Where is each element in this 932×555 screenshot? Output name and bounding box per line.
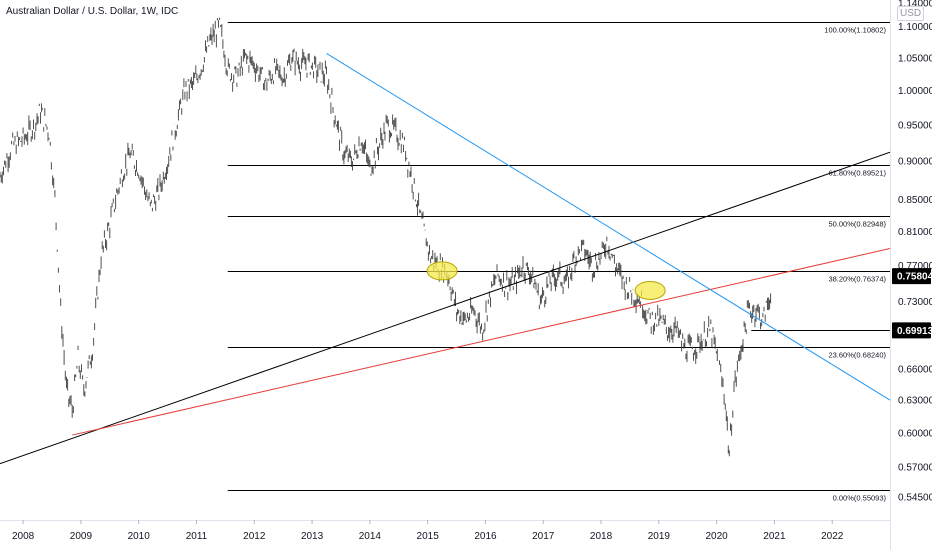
- fib-level-label: 50.00%(0.82948): [828, 220, 886, 229]
- x-tick-label: 2017: [532, 531, 555, 542]
- fib-level-label: 61.80%(0.89521): [828, 169, 886, 178]
- x-tick-label: 2016: [474, 531, 497, 542]
- x-tick-label: 2013: [301, 531, 324, 542]
- y-tick-label: 0.95000: [898, 120, 932, 131]
- y-tick-label: 0.54500: [898, 493, 932, 504]
- y-tick-label: 0.57000: [898, 463, 932, 474]
- x-tick-label: 2015: [417, 531, 440, 542]
- fib-level-label: 100.00%(1.10802): [824, 26, 886, 35]
- x-tick-label: 2020: [705, 531, 728, 542]
- fib-level-label: 23.60%(0.68240): [828, 351, 886, 360]
- x-tick-label: 2012: [243, 531, 266, 542]
- y-tick-label: 1.10000: [898, 22, 932, 33]
- black-trend-line: [0, 151, 891, 465]
- x-tick-label: 2011: [186, 531, 208, 542]
- y-tick-label: 1.05000: [898, 53, 932, 64]
- y-tick-label: 0.81000: [898, 227, 932, 238]
- price-label-text: 0.69913: [897, 326, 932, 337]
- highlight-ellipse: [634, 280, 666, 300]
- y-tick-label: 1.14000: [898, 0, 932, 9]
- currency-badge[interactable]: USD: [897, 6, 925, 21]
- x-tick-label: 2010: [128, 531, 151, 542]
- y-tick-label: 1.00000: [898, 86, 932, 97]
- price-bars: [0, 17, 772, 457]
- chart-title: Australian Dollar / U.S. Dollar, 1W, IDC: [6, 6, 179, 17]
- y-tick-label: 0.66000: [898, 364, 932, 375]
- x-tick-label: 2008: [12, 531, 35, 542]
- y-tick-label: 0.63000: [898, 396, 932, 407]
- fib-level-label: 38.20%(0.76374): [828, 275, 886, 284]
- y-tick-label: 0.85000: [898, 195, 932, 206]
- x-tick-label: 2022: [821, 531, 844, 542]
- x-tick-label: 2019: [648, 531, 671, 542]
- y-tick-label: 0.60000: [898, 428, 932, 439]
- y-tick-label: 0.73000: [898, 297, 932, 308]
- blue-trend-line: [326, 52, 891, 401]
- y-tick-label: 0.90000: [898, 157, 932, 168]
- y-tick-label: 0.77000: [898, 261, 932, 272]
- price-label-bg: [892, 322, 931, 339]
- fib-level-label: 0.00%(0.55093): [833, 494, 887, 503]
- x-tick-label: 2014: [359, 531, 382, 542]
- price-label-bg: [892, 268, 931, 285]
- x-tick-label: 2018: [590, 531, 613, 542]
- red-trend-line: [72, 248, 891, 436]
- highlight-ellipse: [426, 261, 458, 281]
- x-tick-label: 2009: [70, 531, 93, 542]
- x-tick-label: 2021: [763, 531, 786, 542]
- price-label-text: 0.75804: [897, 272, 932, 283]
